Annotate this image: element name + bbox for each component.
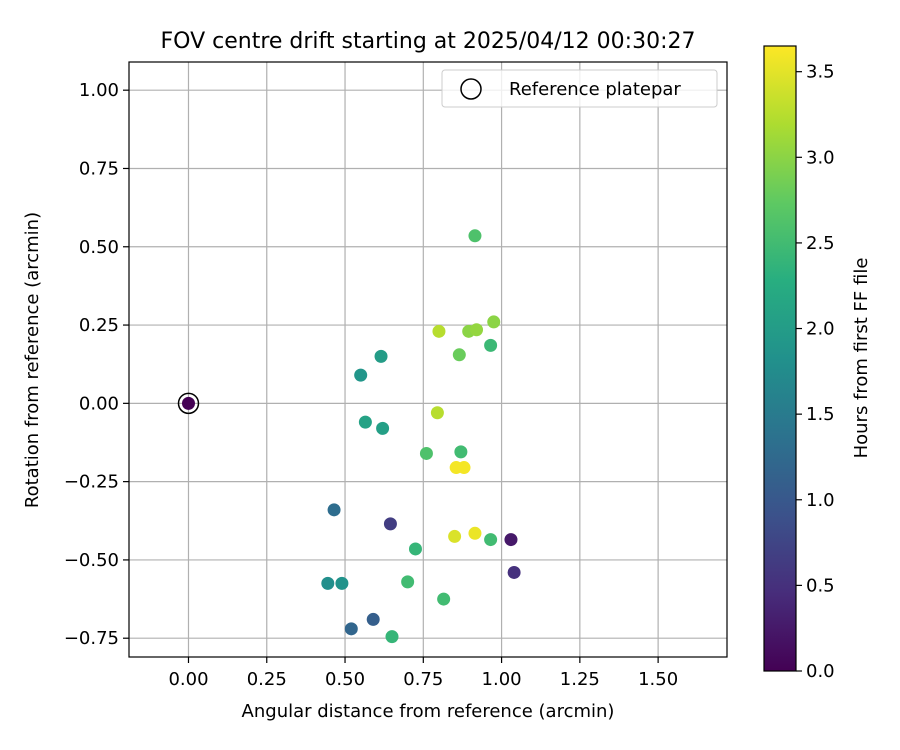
data-point bbox=[454, 445, 468, 459]
colorbar-tick-label: 3.0 bbox=[806, 147, 835, 168]
colorbar-tick-label: 3.5 bbox=[806, 62, 835, 83]
plot-frame bbox=[128, 61, 728, 658]
chart-title: FOV centre drift starting at 2025/04/12 … bbox=[161, 29, 696, 54]
data-point bbox=[181, 396, 195, 410]
legend-marker-icon bbox=[460, 78, 482, 100]
y-axis-ticks: −0.75 −0.50 −0.25 0.00 0.25 0.50 0.75 1.00 bbox=[64, 80, 129, 649]
data-point bbox=[484, 533, 498, 547]
data-point bbox=[408, 542, 422, 556]
y-axis-label: Rotation from reference (arcmin) bbox=[22, 212, 43, 508]
y-tick-label: −0.25 bbox=[64, 472, 119, 493]
data-point bbox=[383, 517, 397, 531]
legend-label: Reference platepar bbox=[509, 79, 681, 100]
colorbar-gradient bbox=[763, 45, 797, 672]
x-tick-label: 1.50 bbox=[638, 669, 678, 690]
legend: Reference platepar bbox=[441, 69, 718, 108]
data-point bbox=[376, 421, 390, 435]
data-point bbox=[468, 229, 482, 243]
data-point bbox=[327, 503, 341, 517]
data-points bbox=[177, 229, 521, 644]
y-tick-label: 0.25 bbox=[79, 315, 119, 336]
colorbar-tick-label: 2.0 bbox=[806, 319, 835, 340]
data-point bbox=[385, 630, 399, 644]
x-tick-label: 0.75 bbox=[403, 669, 443, 690]
legend-box bbox=[441, 69, 718, 108]
x-axis-ticks: 0.00 0.25 0.50 0.75 1.00 1.25 1.50 bbox=[168, 657, 678, 690]
data-point bbox=[335, 576, 349, 590]
y-tick-label: −0.50 bbox=[64, 550, 119, 571]
reference-marker bbox=[177, 392, 200, 415]
x-tick-label: 1.25 bbox=[560, 669, 600, 690]
data-point bbox=[366, 612, 380, 626]
data-point bbox=[487, 315, 501, 329]
data-point bbox=[419, 446, 433, 460]
y-tick-label: 0.75 bbox=[79, 158, 119, 179]
data-point bbox=[432, 324, 446, 338]
data-point bbox=[457, 461, 471, 475]
colorbar-label: Hours from first FF file bbox=[851, 258, 872, 459]
colorbar: 0.0 0.5 1.0 1.5 2.0 2.5 3.0 3.5 Hours from firs… bbox=[763, 45, 872, 682]
colorbar-tick-label: 1.0 bbox=[806, 490, 835, 511]
data-point bbox=[437, 592, 451, 606]
data-point bbox=[470, 323, 484, 337]
y-tick-label: 1.00 bbox=[79, 80, 119, 101]
data-point bbox=[321, 576, 335, 590]
colorbar-tick-label: 2.5 bbox=[806, 233, 835, 254]
data-point bbox=[504, 533, 518, 547]
colorbar-tick-label: 1.5 bbox=[806, 404, 835, 425]
colorbar-ticks: 0.0 0.5 1.0 1.5 2.0 2.5 3.0 3.5 bbox=[796, 62, 835, 682]
colorbar-tick-label: 0.0 bbox=[806, 661, 835, 682]
data-point bbox=[468, 526, 482, 540]
gridlines bbox=[129, 62, 727, 657]
x-tick-label: 0.50 bbox=[325, 669, 365, 690]
data-point bbox=[430, 406, 444, 420]
data-point bbox=[448, 529, 462, 543]
data-point bbox=[484, 338, 498, 352]
data-point bbox=[401, 575, 415, 589]
y-tick-label: −0.75 bbox=[64, 628, 119, 649]
data-point bbox=[344, 622, 358, 636]
x-tick-label: 0.25 bbox=[247, 669, 287, 690]
y-tick-label: 0.00 bbox=[79, 393, 119, 414]
y-tick-label: 0.50 bbox=[79, 237, 119, 258]
x-tick-label: 0.00 bbox=[168, 669, 208, 690]
data-point bbox=[374, 349, 388, 363]
data-point bbox=[358, 415, 372, 429]
data-point bbox=[354, 368, 368, 382]
x-tick-label: 1.00 bbox=[482, 669, 522, 690]
data-point bbox=[507, 565, 521, 579]
colorbar-tick-label: 0.5 bbox=[806, 575, 835, 596]
data-point bbox=[452, 348, 466, 362]
x-axis-label: Angular distance from reference (arcmin) bbox=[242, 701, 615, 722]
